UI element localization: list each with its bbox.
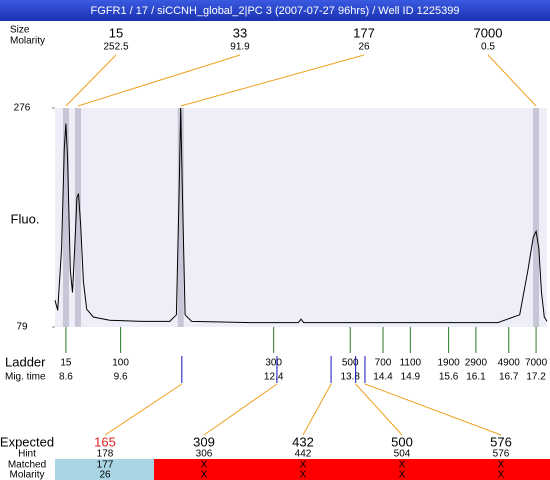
- ladder-time: 9.6: [114, 372, 128, 383]
- ladder-size: 7000: [525, 358, 548, 369]
- expected-connector: [302, 383, 332, 436]
- peak-band: [62, 108, 69, 327]
- expected-connector: [203, 383, 278, 436]
- y-tick-label: 276: [14, 103, 31, 114]
- title-bar: [0, 0, 550, 21]
- ladder-size: 100: [112, 358, 129, 369]
- molarity-row-label: Molarity: [9, 470, 44, 480]
- ladder-size: 2900: [465, 358, 488, 369]
- molarity-value: X: [498, 470, 505, 480]
- unmatched-bg: [154, 459, 550, 480]
- ladder-time: 13.8: [340, 372, 360, 383]
- ladder-size: 15: [60, 358, 72, 369]
- expected-value: 432: [292, 434, 314, 449]
- expected-connector: [355, 383, 403, 436]
- hint-value: 178: [97, 449, 114, 460]
- peak-connector: [65, 54, 117, 107]
- peak-connector: [487, 54, 537, 107]
- peak-size: 15: [109, 25, 123, 40]
- ladder-time: 15.6: [439, 372, 459, 383]
- ladder-label: Ladder: [5, 354, 46, 369]
- size-label: Size: [10, 25, 30, 36]
- matched-label: Matched: [8, 460, 46, 471]
- ladder-time: 14.9: [401, 372, 421, 383]
- expected-connector: [104, 383, 183, 436]
- ladder-size: 1100: [400, 358, 422, 369]
- ladder-time: 16.7: [499, 372, 519, 383]
- peak-molarity: 0.5: [481, 42, 495, 53]
- expected-connector: [364, 383, 502, 436]
- expected-value: 500: [391, 434, 413, 449]
- trace: [54, 107, 548, 324]
- peak-molarity: 26: [358, 42, 370, 53]
- molarity-label: Molarity: [10, 36, 45, 47]
- matched-value: X: [201, 460, 208, 471]
- peak-molarity: 91.9: [230, 42, 250, 53]
- matched-bg: [55, 459, 154, 480]
- hint-value: 442: [295, 449, 312, 460]
- hint-value: 504: [394, 449, 411, 460]
- ladder-time: 8.6: [59, 372, 73, 383]
- peak-connector: [180, 54, 365, 107]
- peak-band: [177, 108, 184, 327]
- peak-size: 33: [233, 25, 247, 40]
- ladder-time: 14.4: [373, 372, 393, 383]
- expected-value: 165: [94, 434, 116, 449]
- peak-band: [533, 108, 540, 327]
- ladder-time: 17.2: [526, 372, 546, 383]
- ladder-size: 700: [375, 358, 392, 369]
- molarity-value: 26: [99, 470, 111, 480]
- plot-area: [55, 108, 547, 327]
- ladder-size: 1900: [437, 358, 460, 369]
- molarity-value: X: [201, 470, 208, 480]
- matched-value: X: [300, 460, 307, 471]
- peak-connector: [77, 54, 241, 107]
- matched-value: X: [399, 460, 406, 471]
- hint-value: 306: [196, 449, 213, 460]
- hint-value: 576: [493, 449, 510, 460]
- matched-value: X: [498, 460, 505, 471]
- ladder-size: 500: [342, 358, 359, 369]
- ladder-time: 12.4: [264, 372, 284, 383]
- title: FGFR1 / 17 / siCCNH_global_2|PC 3 (2007-…: [91, 5, 460, 17]
- ladder-size: 300: [265, 358, 282, 369]
- mig-time-label: Mig. time: [5, 372, 46, 383]
- matched-value: 177: [97, 460, 114, 471]
- ladder-size: 4900: [498, 358, 521, 369]
- y-axis-label: Fluo.: [11, 211, 40, 226]
- molarity-value: X: [300, 470, 307, 480]
- expected-label: Expected: [0, 434, 54, 449]
- hint-label: Hint: [18, 449, 36, 460]
- peak-size: 177: [353, 25, 375, 40]
- peak-molarity: 252.5: [103, 42, 128, 53]
- ladder-time: 16.1: [466, 372, 486, 383]
- molarity-value: X: [399, 470, 406, 480]
- expected-value: 576: [490, 434, 512, 449]
- y-tick-label: 79: [16, 322, 28, 333]
- peak-size: 7000: [474, 25, 503, 40]
- expected-value: 309: [193, 434, 215, 449]
- peak-band: [74, 108, 81, 327]
